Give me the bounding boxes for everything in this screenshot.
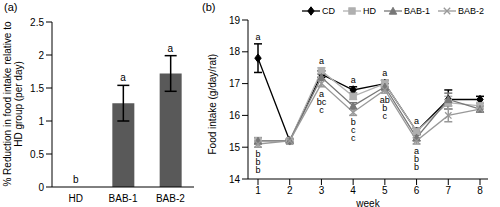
html-text:HD: HD [363, 6, 376, 16]
svg-text:a: a [168, 43, 174, 54]
svg-text:18: 18 [229, 46, 241, 57]
svg-text:a: a [255, 32, 260, 42]
svg-text:ab: ab [379, 95, 390, 106]
svg-text:0: 0 [38, 182, 44, 193]
svg-text:BAB-1: BAB-1 [109, 193, 138, 204]
svg-text:1: 1 [38, 116, 44, 127]
svg-text:bc: bc [316, 96, 327, 107]
html-text:(b): (b) [202, 1, 216, 13]
svg-text:b: b [255, 149, 261, 160]
svg-text:b: b [414, 154, 420, 164]
svg-text:17: 17 [229, 78, 241, 89]
svg-text:5: 5 [382, 185, 388, 196]
svg-text:a: a [414, 146, 420, 156]
svg-text:Food intake (g/day/rat): Food intake (g/day/rat) [207, 54, 218, 155]
svg-text:a: a [382, 68, 387, 78]
svg-text:c: c [383, 111, 388, 121]
svg-text:4: 4 [350, 185, 356, 196]
svg-text:a: a [120, 72, 126, 83]
svg-text:8: 8 [477, 185, 483, 196]
html-text:(a): (a) [4, 1, 18, 13]
html-text:BAB-1: BAB-1 [404, 6, 430, 16]
html-text:CD: CD [322, 6, 335, 16]
svg-text:a: a [319, 56, 324, 66]
svg-text:a: a [318, 88, 324, 99]
svg-text:14: 14 [229, 174, 241, 185]
html-text:BAB-2: BAB-2 [458, 6, 484, 16]
svg-text:19: 19 [229, 15, 241, 26]
svg-text:BAB-2: BAB-2 [156, 193, 185, 204]
svg-text:1: 1 [255, 185, 261, 196]
svg-text:2: 2 [38, 50, 44, 61]
svg-text:2: 2 [287, 185, 293, 196]
svg-text:7: 7 [446, 185, 452, 196]
svg-text:c: c [351, 133, 356, 143]
svg-text:b: b [255, 157, 261, 168]
svg-text:HD: HD [68, 193, 82, 204]
svg-text:0.5: 0.5 [30, 149, 44, 160]
svg-text:1.5: 1.5 [30, 83, 44, 94]
svg-text:2.5: 2.5 [30, 17, 44, 28]
svg-text:16: 16 [229, 110, 241, 121]
svg-text:b: b [73, 174, 79, 185]
svg-text:3: 3 [319, 185, 325, 196]
svg-text:week: week [355, 198, 380, 207]
svg-text:a: a [351, 75, 356, 85]
svg-text:a: a [414, 116, 419, 126]
svg-text:b: b [350, 117, 356, 128]
html-text:% Reduction in food intake rel: % Reduction in food intake relative to H… [2, 21, 24, 187]
svg-text:c: c [319, 105, 324, 115]
svg-text:b: b [255, 165, 260, 175]
svg-text:c: c [350, 125, 356, 136]
svg-text:15: 15 [229, 142, 241, 153]
svg-text:6: 6 [414, 185, 420, 196]
svg-text:b: b [414, 162, 419, 172]
svg-text:b: b [382, 103, 388, 114]
